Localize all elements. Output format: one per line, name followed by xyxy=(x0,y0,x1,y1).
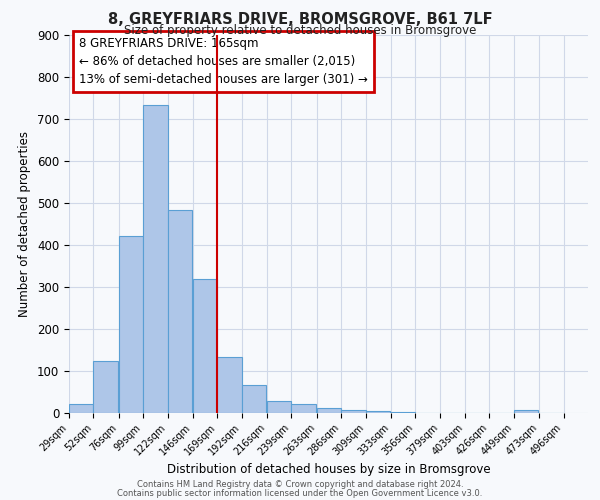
Bar xyxy=(341,410,365,412)
Bar xyxy=(143,105,167,412)
Bar xyxy=(217,356,242,412)
Bar xyxy=(317,408,341,412)
X-axis label: Distribution of detached houses by size in Bromsgrove: Distribution of detached houses by size … xyxy=(167,462,490,475)
Bar xyxy=(365,411,390,412)
Bar xyxy=(242,385,266,412)
Text: Contains HM Land Registry data © Crown copyright and database right 2024.: Contains HM Land Registry data © Crown c… xyxy=(137,480,463,489)
Bar xyxy=(94,362,118,412)
Y-axis label: Number of detached properties: Number of detached properties xyxy=(19,130,31,317)
Bar xyxy=(514,410,538,412)
Text: 8, GREYFRIARS DRIVE, BROMSGROVE, B61 7LF: 8, GREYFRIARS DRIVE, BROMSGROVE, B61 7LF xyxy=(107,12,493,28)
Text: 8 GREYFRIARS DRIVE: 165sqm
← 86% of detached houses are smaller (2,015)
13% of s: 8 GREYFRIARS DRIVE: 165sqm ← 86% of deta… xyxy=(79,37,368,86)
Text: Contains public sector information licensed under the Open Government Licence v3: Contains public sector information licen… xyxy=(118,488,482,498)
Bar xyxy=(167,210,192,412)
Text: Size of property relative to detached houses in Bromsgrove: Size of property relative to detached ho… xyxy=(124,24,476,37)
Bar xyxy=(69,404,94,412)
Bar xyxy=(119,236,143,412)
Bar xyxy=(292,404,316,412)
Bar xyxy=(267,401,292,412)
Bar xyxy=(193,279,217,412)
